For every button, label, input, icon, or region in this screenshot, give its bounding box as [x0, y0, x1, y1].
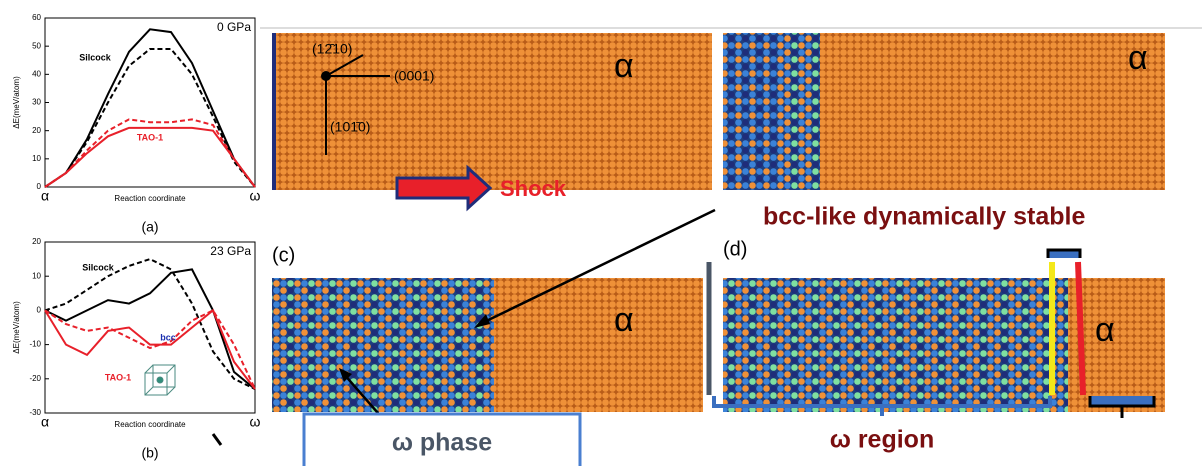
series-line: [44, 28, 256, 188]
x-axis-label: Reaction coordinate: [114, 420, 186, 429]
arrow-head: [339, 368, 352, 382]
y-tick-label: 50: [32, 41, 41, 50]
curve-label: TAO-1: [137, 132, 163, 142]
bracket: [1088, 396, 1156, 418]
omega-phase-label: ω phase: [392, 429, 492, 457]
caption: (b): [141, 445, 158, 461]
y-axis-label: ΔE(meV/atom): [12, 301, 21, 354]
omega-region-label: ω region: [830, 426, 934, 454]
panel-label: (c): [272, 244, 295, 266]
curve-label: bcc: [160, 332, 176, 342]
series-line: [44, 47, 256, 188]
y-tick-label: -20: [29, 374, 41, 383]
plot-frame: [44, 241, 256, 414]
panel-alpha: [272, 33, 712, 190]
orientation-label: (12̄10): [312, 41, 352, 57]
omega-phase-box: [302, 412, 582, 471]
y-axis-label: ΔE(meV/atom): [12, 76, 21, 129]
x-tick-label: ω: [250, 188, 261, 204]
stray-mark: [211, 433, 223, 446]
curve-label: TAO-1: [105, 372, 131, 382]
simulation-panels: [260, 27, 1202, 412]
front-marker: [1075, 261, 1086, 396]
orientation-label: (101̄0): [330, 119, 370, 135]
alpha-label: α: [614, 301, 634, 339]
origin: [321, 71, 331, 81]
bcc-note: bcc-like dynamically stable: [763, 203, 1085, 231]
y-tick-label: 0: [37, 306, 42, 315]
panel-edge: [272, 33, 276, 190]
chart-title: 23 GPa: [210, 244, 251, 258]
x-axis-label: Reaction coordinate: [114, 194, 186, 203]
alpha-label: α: [1128, 39, 1148, 77]
x-tick-label: ω: [250, 414, 261, 430]
axis-arrow: [325, 54, 364, 77]
series-line: [44, 268, 256, 390]
bcc-cell-icon: [144, 364, 176, 396]
mixed-region: [723, 33, 783, 190]
series-line: [44, 258, 256, 390]
series-line: [44, 308, 256, 390]
y-tick-label: 40: [32, 69, 41, 78]
shock-label: Shock: [500, 176, 567, 201]
bracket: [1046, 248, 1082, 258]
panel-label: (d): [723, 238, 747, 260]
alpha-label: α: [1095, 311, 1115, 349]
series-line: [44, 126, 256, 188]
omega-region: [723, 278, 1068, 412]
series-line: [44, 309, 256, 390]
y-tick-label: 30: [32, 98, 41, 107]
y-tick-label: 0: [37, 182, 42, 191]
y-tick-label: 20: [32, 237, 41, 246]
curve-label: Silcock: [82, 262, 115, 272]
y-tick-label: -30: [29, 408, 41, 417]
y-tick-label: -10: [29, 340, 41, 349]
y-tick-label: 60: [32, 13, 41, 22]
bracket: [712, 396, 1052, 416]
y-tick-label: 20: [32, 126, 41, 135]
orientation-label: (0001): [394, 68, 434, 84]
shock-arrow: [395, 164, 493, 212]
pointer-arrow: [477, 208, 716, 327]
orientation-axes: [321, 54, 390, 155]
x-tick-label: α: [41, 414, 49, 430]
series-line: [44, 118, 256, 188]
alpha-label: α: [614, 47, 634, 85]
x-tick-label: α: [41, 188, 49, 204]
chart-title: 0 GPa: [217, 20, 251, 34]
y-tick-label: 10: [32, 154, 41, 163]
curve-label: Silcock: [79, 52, 112, 62]
y-tick-label: 10: [32, 271, 41, 280]
omega-phase-region: [272, 278, 494, 412]
caption: (a): [141, 219, 158, 235]
pointer-arrow: [342, 372, 385, 421]
arrow-head: [474, 314, 490, 328]
